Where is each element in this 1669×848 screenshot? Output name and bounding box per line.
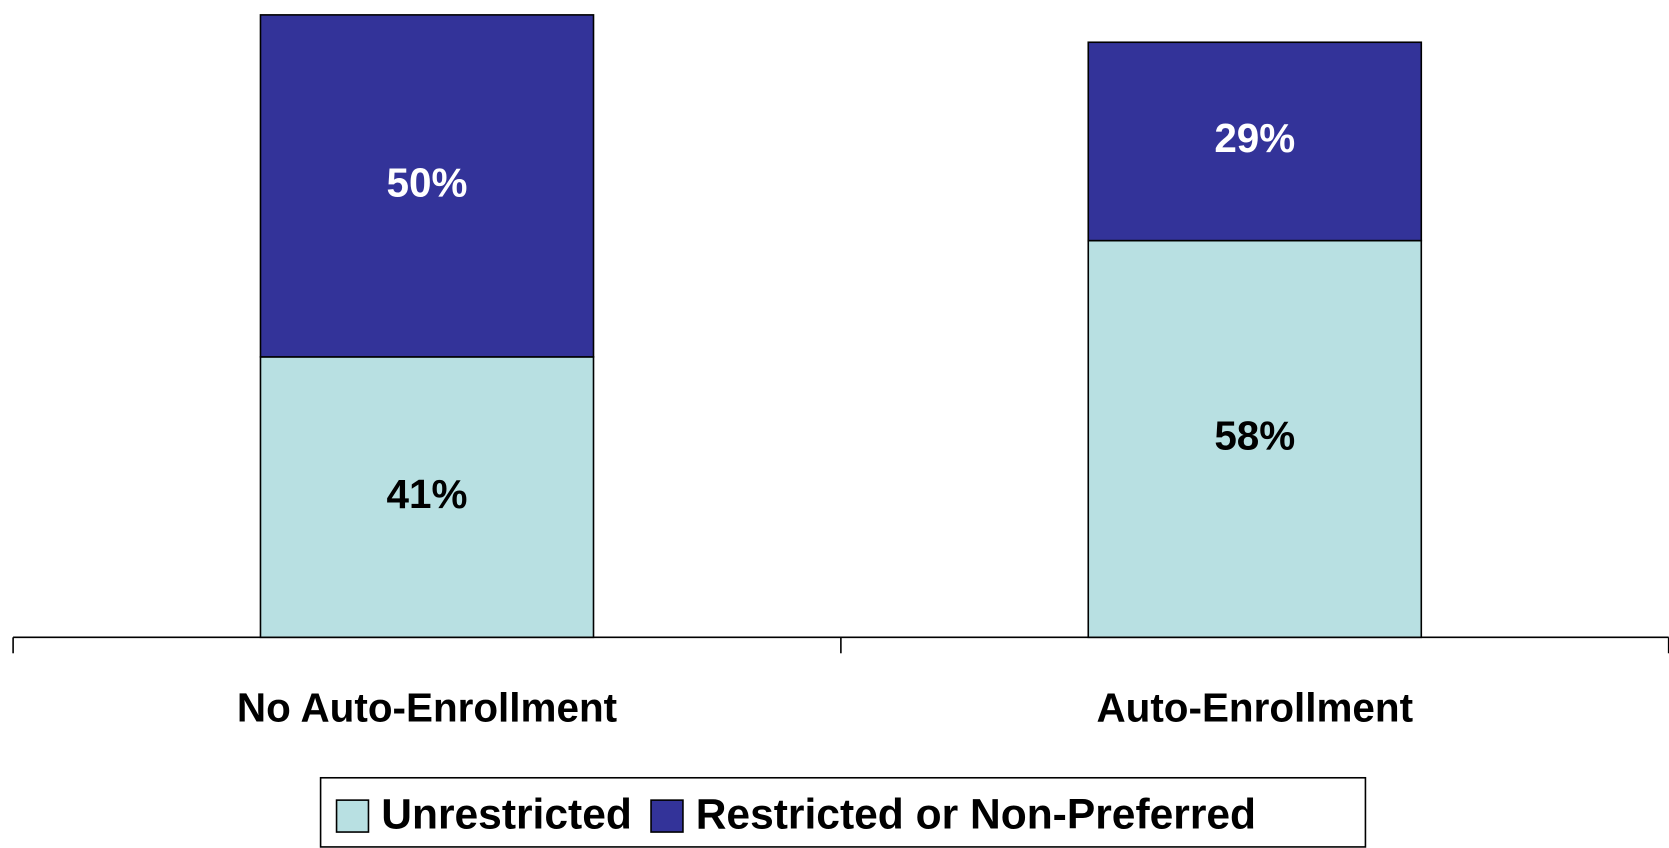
- legend-label: Unrestricted: [381, 790, 632, 838]
- bar-segment: [1087, 239, 1423, 639]
- bar-segment: [259, 14, 595, 358]
- value-label: 41%: [387, 471, 468, 517]
- value-label: 58%: [1214, 413, 1295, 459]
- bar-segment: [1087, 41, 1423, 242]
- legend-box: [319, 776, 1367, 848]
- legend-label: Restricted or Non-Preferred: [696, 790, 1256, 838]
- x-tick-label: Auto-Enrollment: [1096, 684, 1413, 730]
- bar-segment: [259, 356, 595, 639]
- x-tick-label: No Auto-Enrollment: [237, 684, 617, 730]
- legend-swatch: [650, 799, 684, 833]
- value-label: 50%: [387, 160, 468, 206]
- value-label: 29%: [1214, 115, 1295, 161]
- legend-swatch: [335, 799, 370, 833]
